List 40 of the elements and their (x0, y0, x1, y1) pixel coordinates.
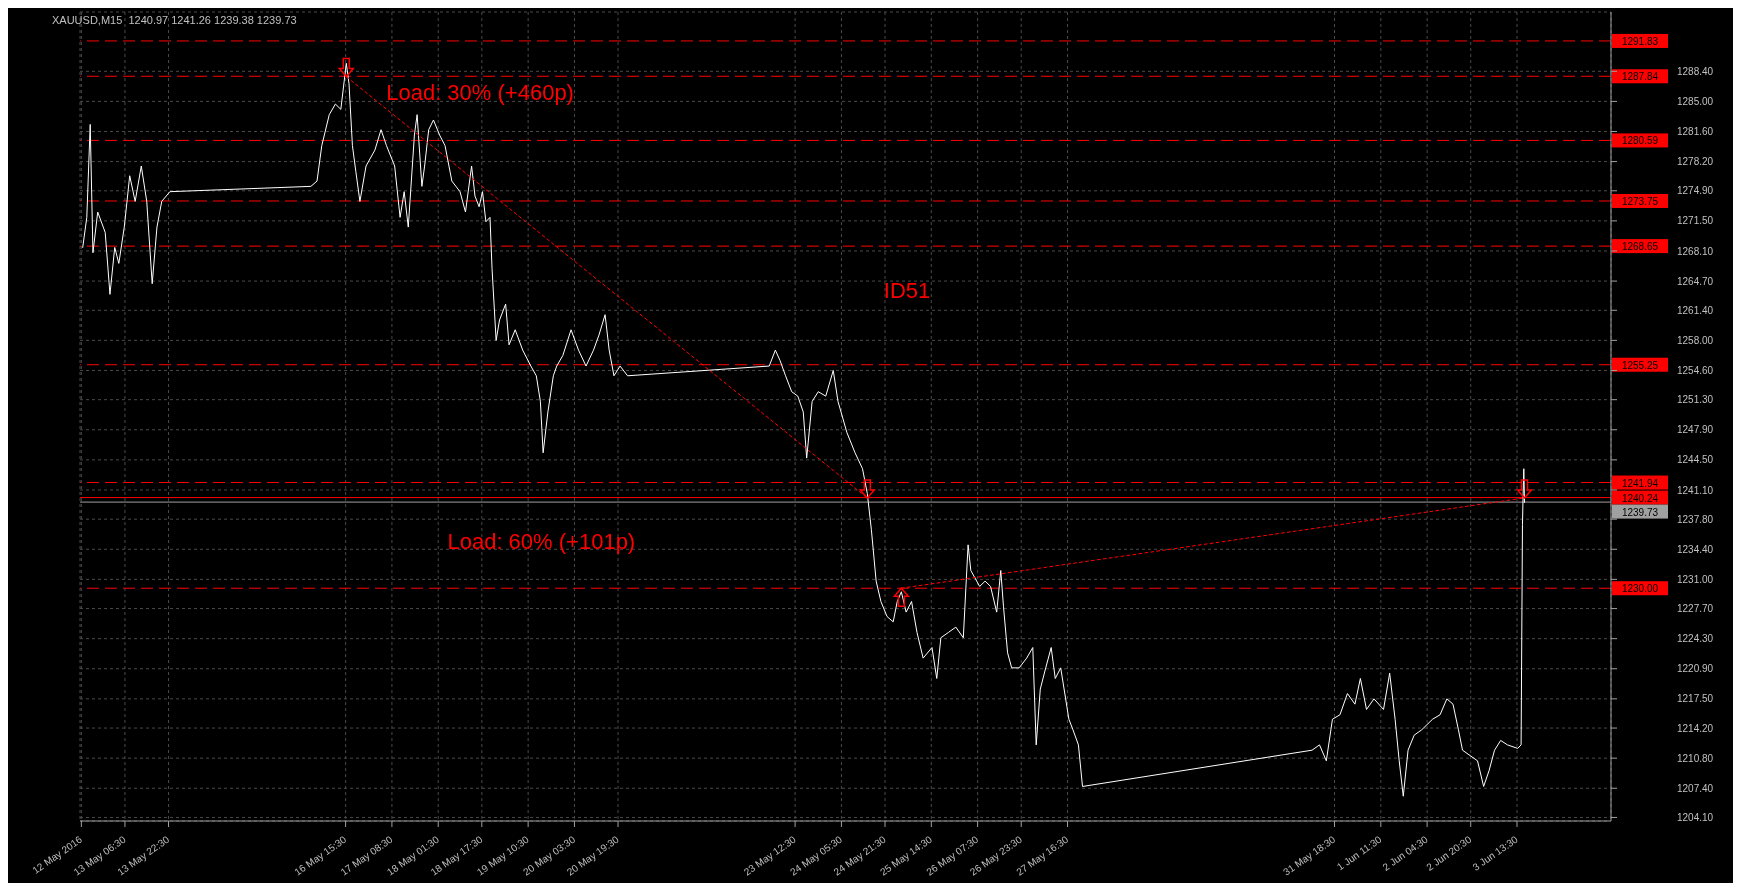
y-tick-label: 1224.30 (1677, 633, 1714, 645)
y-tick-label: 1214.20 (1677, 722, 1714, 734)
y-tick-label: 1264.70 (1677, 275, 1714, 287)
y-tick-label: 1278.20 (1677, 156, 1714, 168)
y-tick-label: 1204.10 (1677, 812, 1714, 824)
y-tick-label: 1247.90 (1677, 424, 1714, 436)
y-tick-label: 1281.60 (1677, 126, 1714, 138)
ref-line-label: 1255.25 (1621, 359, 1659, 371)
y-tick-label: 1237.80 (1677, 513, 1714, 525)
ref-line-label: 1291.83 (1621, 35, 1659, 47)
ref-line-label: 1239.73 (1621, 506, 1659, 518)
y-tick-label: 1261.40 (1677, 304, 1714, 316)
ref-line-label: 1280.59 (1621, 135, 1659, 147)
y-tick-label: 1285.00 (1677, 95, 1714, 107)
y-tick-label: 1210.80 (1677, 752, 1714, 764)
annotation: ID51 (883, 277, 931, 303)
annotation: Load: 30% (+460p) (386, 79, 574, 105)
y-tick-label: 1234.40 (1677, 543, 1714, 555)
ref-line-label: 1287.84 (1621, 71, 1659, 83)
y-tick-label: 1268.10 (1677, 245, 1714, 257)
y-tick-label: 1227.70 (1677, 603, 1714, 615)
y-tick-label: 1258.00 (1677, 334, 1714, 346)
y-tick-label: 1254.60 (1677, 365, 1714, 377)
y-tick-label: 1207.40 (1677, 782, 1714, 794)
y-tick-label: 1220.90 (1677, 663, 1714, 675)
ref-line-label: 1230.00 (1621, 583, 1659, 595)
y-tick-label: 1274.90 (1677, 185, 1714, 197)
ref-line-label: 1240.24 (1621, 492, 1659, 504)
ref-line-label: 1273.75 (1621, 195, 1659, 207)
chart-title: XAUUSD,M15 1240.97 1241.26 1239.38 1239.73 (52, 14, 297, 26)
ref-line-label: 1268.65 (1621, 241, 1659, 253)
y-tick-label: 1251.30 (1677, 394, 1714, 406)
y-tick-label: 1231.00 (1677, 573, 1714, 585)
y-tick-label: 1241.10 (1677, 484, 1714, 496)
y-tick-label: 1288.40 (1677, 65, 1714, 77)
y-tick-label: 1271.50 (1677, 215, 1714, 227)
ref-line-label: 1241.94 (1621, 477, 1659, 489)
y-tick-label: 1217.50 (1677, 693, 1714, 705)
annotation: Load: 60% (+101p) (447, 528, 636, 554)
y-tick-label: 1244.50 (1677, 454, 1714, 466)
